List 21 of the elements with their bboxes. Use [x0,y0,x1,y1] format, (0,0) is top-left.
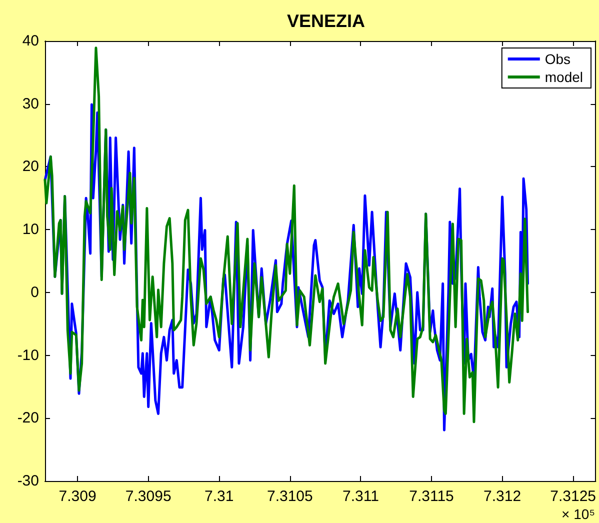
chart-title: VENEZIA [286,11,366,31]
text: × 10⁵ [562,506,596,522]
y-tick-label: -30 [17,472,39,490]
x-tick-label: 7.3125 [550,488,596,505]
legend-label: Obs [544,51,571,67]
x-tick-label: 7.309 [58,488,96,505]
x-tick-label: 7.311 [342,488,379,505]
x-tick-label: 7.312 [484,488,522,505]
y-tick-label: 20 [22,158,39,176]
y-tick-label: -20 [17,410,39,427]
x-tick-label: 7.3115 [409,488,454,505]
y-tick-label: -10 [17,346,39,364]
line-series [44,46,530,424]
x-tick-label: 7.3095 [125,488,172,505]
x-tick-label: 7.31 [204,488,234,505]
y-tick-label: 10 [22,221,39,238]
y-tick-label: 0 [30,284,39,301]
y-tick-label: 40 [22,32,39,50]
y-tick-label: 30 [22,95,39,112]
x-tick-label: 7.3105 [266,488,313,505]
legend-label: model [544,69,584,85]
